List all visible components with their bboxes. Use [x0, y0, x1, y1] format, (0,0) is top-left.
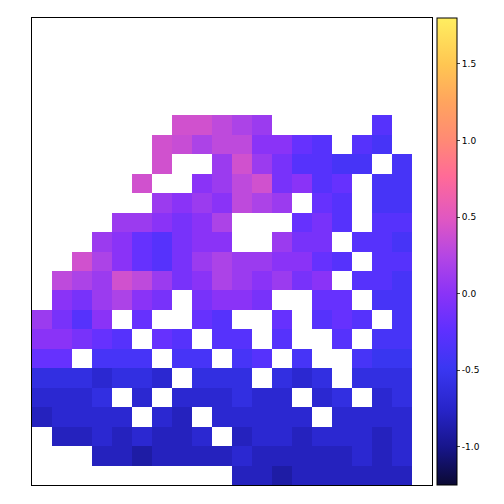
- svg-text:1.0: 1.0: [462, 136, 477, 146]
- svg-text:1.5: 1.5: [462, 59, 476, 69]
- svg-text:-0.5: -0.5: [462, 365, 480, 375]
- svg-text:-1.0: -1.0: [462, 442, 480, 452]
- svg-text:0.0: 0.0: [462, 289, 477, 299]
- svg-text:0.5: 0.5: [462, 212, 476, 222]
